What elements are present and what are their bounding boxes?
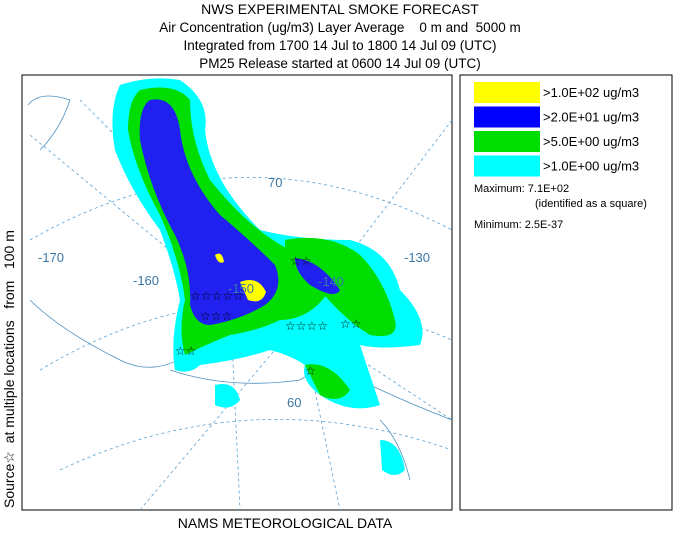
legend-swatch	[474, 82, 540, 103]
subtitle: Air Concentration (ug/m3) Layer Average …	[159, 20, 520, 35]
subtitle: Integrated from 1700 14 Jul to 1800 14 J…	[184, 38, 497, 53]
legend-label: >1.0E+02 ug/m3	[543, 85, 639, 100]
svg-text:☆☆☆☆☆: ☆☆☆☆☆	[190, 289, 244, 303]
plume-blue	[139, 99, 340, 325]
title: NWS EXPERIMENTAL SMOKE FORECAST	[201, 1, 479, 17]
minimum: Minimum: 2.5E-37	[474, 219, 563, 231]
source-stars: ☆☆☆☆☆☆☆☆☆☆ ☆☆☆☆ ☆☆☆☆☆	[175, 254, 362, 378]
grid-label: 70	[268, 175, 282, 190]
svg-text:☆☆☆☆: ☆☆☆☆	[285, 319, 328, 333]
footer: NAMS METEOROLOGICAL DATA	[178, 515, 393, 531]
svg-text:☆☆: ☆☆	[290, 254, 312, 268]
legend-swatch	[474, 106, 540, 128]
map: ☆☆☆☆☆☆☆☆☆☆ ☆☆☆☆ ☆☆☆☆☆ -170 -160 70 -150 -…	[21, 74, 453, 511]
grid-label: 60	[287, 395, 301, 410]
legend-swatch	[474, 155, 540, 177]
legend-label: >1.0E+00 ug/m3	[543, 159, 639, 174]
svg-text:☆☆☆: ☆☆☆	[200, 309, 232, 323]
plume-yellow	[215, 253, 266, 302]
legend-swatch	[474, 131, 540, 152]
grid-label: -130	[404, 250, 430, 265]
legend-label: >2.0E+01 ug/m3	[543, 110, 639, 125]
plume-green	[128, 87, 396, 400]
maximum: Maximum: 7.1E+02	[474, 183, 569, 195]
grid-label: -170	[38, 250, 64, 265]
svg-text:☆☆: ☆☆	[175, 344, 197, 358]
side-label: Source☆ at multiple locations from 100 m	[1, 230, 17, 508]
grid-label: -160	[133, 273, 159, 288]
legend-label: >5.0E+00 ug/m3	[543, 134, 639, 149]
grid-label: -140	[318, 274, 344, 289]
svg-text:☆: ☆	[305, 364, 316, 378]
svg-text:☆☆: ☆☆	[340, 317, 362, 331]
grid-label: -150	[228, 281, 254, 296]
legend: >1.0E+02 ug/m3 >2.0E+01 ug/m3 >5.0E+00 ug/…	[459, 74, 673, 511]
maximum-note: (identified as a square)	[535, 198, 647, 210]
plume-cyan	[215, 384, 405, 475]
subtitle: PM25 Release started at 0600 14 Jul 09 (…	[199, 56, 480, 71]
